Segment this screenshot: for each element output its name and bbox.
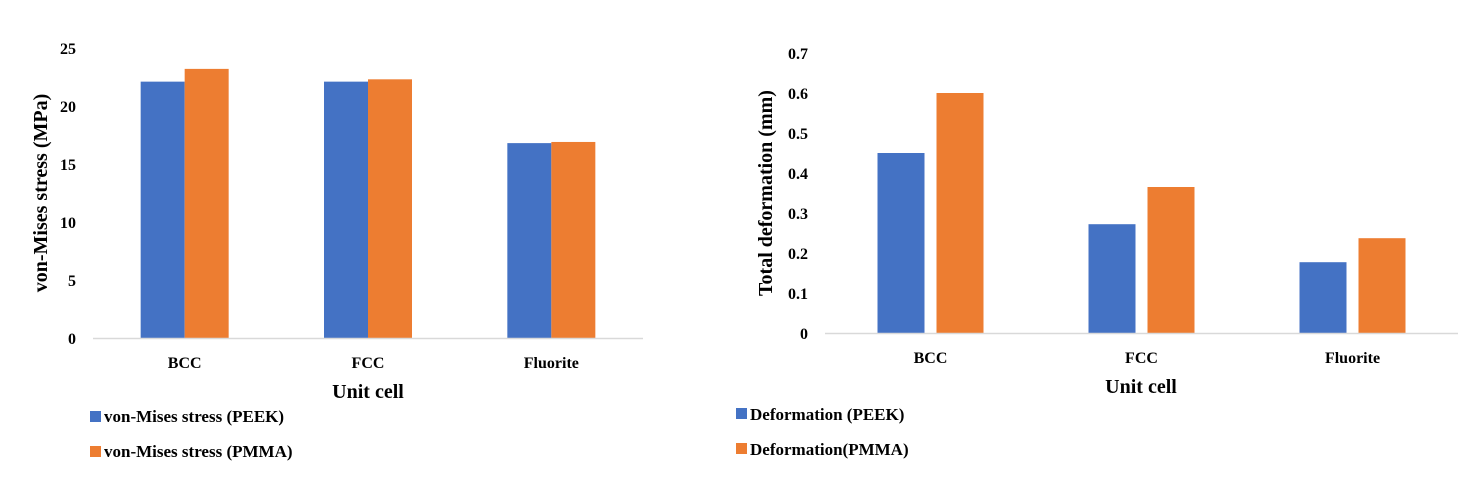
bar-bcc-pmma <box>936 93 984 333</box>
y-tick-label: 0.5 <box>788 126 808 143</box>
x-axis-title: Unit cell <box>1105 376 1177 398</box>
y-tick-label: 10 <box>60 215 76 232</box>
y-tick-label: 0 <box>68 331 76 348</box>
x-tick-label: Fluorite <box>1325 350 1380 367</box>
x-tick-label: Fluorite <box>524 355 579 372</box>
bar-fcc-peek <box>1088 224 1136 333</box>
bar-fcc-pmma <box>368 79 412 338</box>
y-tick-label: 15 <box>60 157 76 174</box>
legend: von-Mises stress (PEEK) von-Mises stress… <box>90 407 293 461</box>
bars <box>140 68 596 338</box>
y-tick-label: 25 <box>60 41 76 58</box>
bar-bcc-pmma <box>184 68 229 338</box>
y-tick-label: 0.1 <box>788 286 808 303</box>
bar-fluorite-peek <box>1299 262 1347 333</box>
y-tick-labels: 0 0.1 0.2 0.3 0.4 0.5 0.6 0.7 <box>788 46 808 343</box>
x-tick-label: FCC <box>352 355 385 372</box>
bar-fcc-peek <box>324 81 368 338</box>
bars <box>877 93 1406 333</box>
legend-label-peek: von-Mises stress (PEEK) <box>104 407 284 426</box>
legend-swatch-peek <box>736 408 747 419</box>
legend-swatch-pmma <box>90 446 101 457</box>
chart-stress: 0 5 10 15 20 25 BCC FCC Fluorite Unit cell von-… <box>30 41 643 461</box>
x-tick-labels: BCC FCC Fluorite <box>914 350 1380 367</box>
y-tick-label: 0.2 <box>788 246 808 263</box>
bar-fluorite-pmma <box>1358 238 1406 333</box>
y-tick-label: 20 <box>60 99 76 116</box>
y-axis-title: von-Mises stress (MPa) <box>30 94 52 292</box>
y-tick-labels: 0 5 10 15 20 25 <box>60 41 76 348</box>
legend: Deformation (PEEK) Deformation(PMMA) <box>736 405 909 459</box>
chart-deformation: 0 0.1 0.2 0.3 0.4 0.5 0.6 0.7 BCC FCC Fluorite Un… <box>736 46 1458 459</box>
bar-fcc-pmma <box>1147 187 1195 333</box>
x-tick-label: BCC <box>168 355 202 372</box>
y-tick-label: 0 <box>800 326 808 343</box>
x-tick-label: BCC <box>914 350 948 367</box>
y-tick-label: 0.7 <box>788 46 808 63</box>
y-tick-label: 0.4 <box>788 166 808 183</box>
x-tick-label: FCC <box>1125 350 1158 367</box>
bar-bcc-peek <box>140 81 185 338</box>
x-axis-title: Unit cell <box>332 381 404 403</box>
legend-label-peek: Deformation (PEEK) <box>750 405 904 424</box>
y-tick-label: 5 <box>68 273 76 290</box>
y-axis-title: Total deformation (mm) <box>755 90 777 296</box>
legend-label-pmma: von-Mises stress (PMMA) <box>104 442 293 461</box>
y-tick-label: 0.3 <box>788 206 808 223</box>
x-tick-labels: BCC FCC Fluorite <box>168 355 579 372</box>
legend-label-pmma: Deformation(PMMA) <box>750 440 909 459</box>
legend-swatch-pmma <box>736 443 747 454</box>
y-tick-label: 0.6 <box>788 86 808 103</box>
bar-fluorite-peek <box>507 143 552 338</box>
bar-fluorite-pmma <box>551 141 596 338</box>
legend-swatch-peek <box>90 411 101 422</box>
bar-bcc-peek <box>877 153 925 333</box>
